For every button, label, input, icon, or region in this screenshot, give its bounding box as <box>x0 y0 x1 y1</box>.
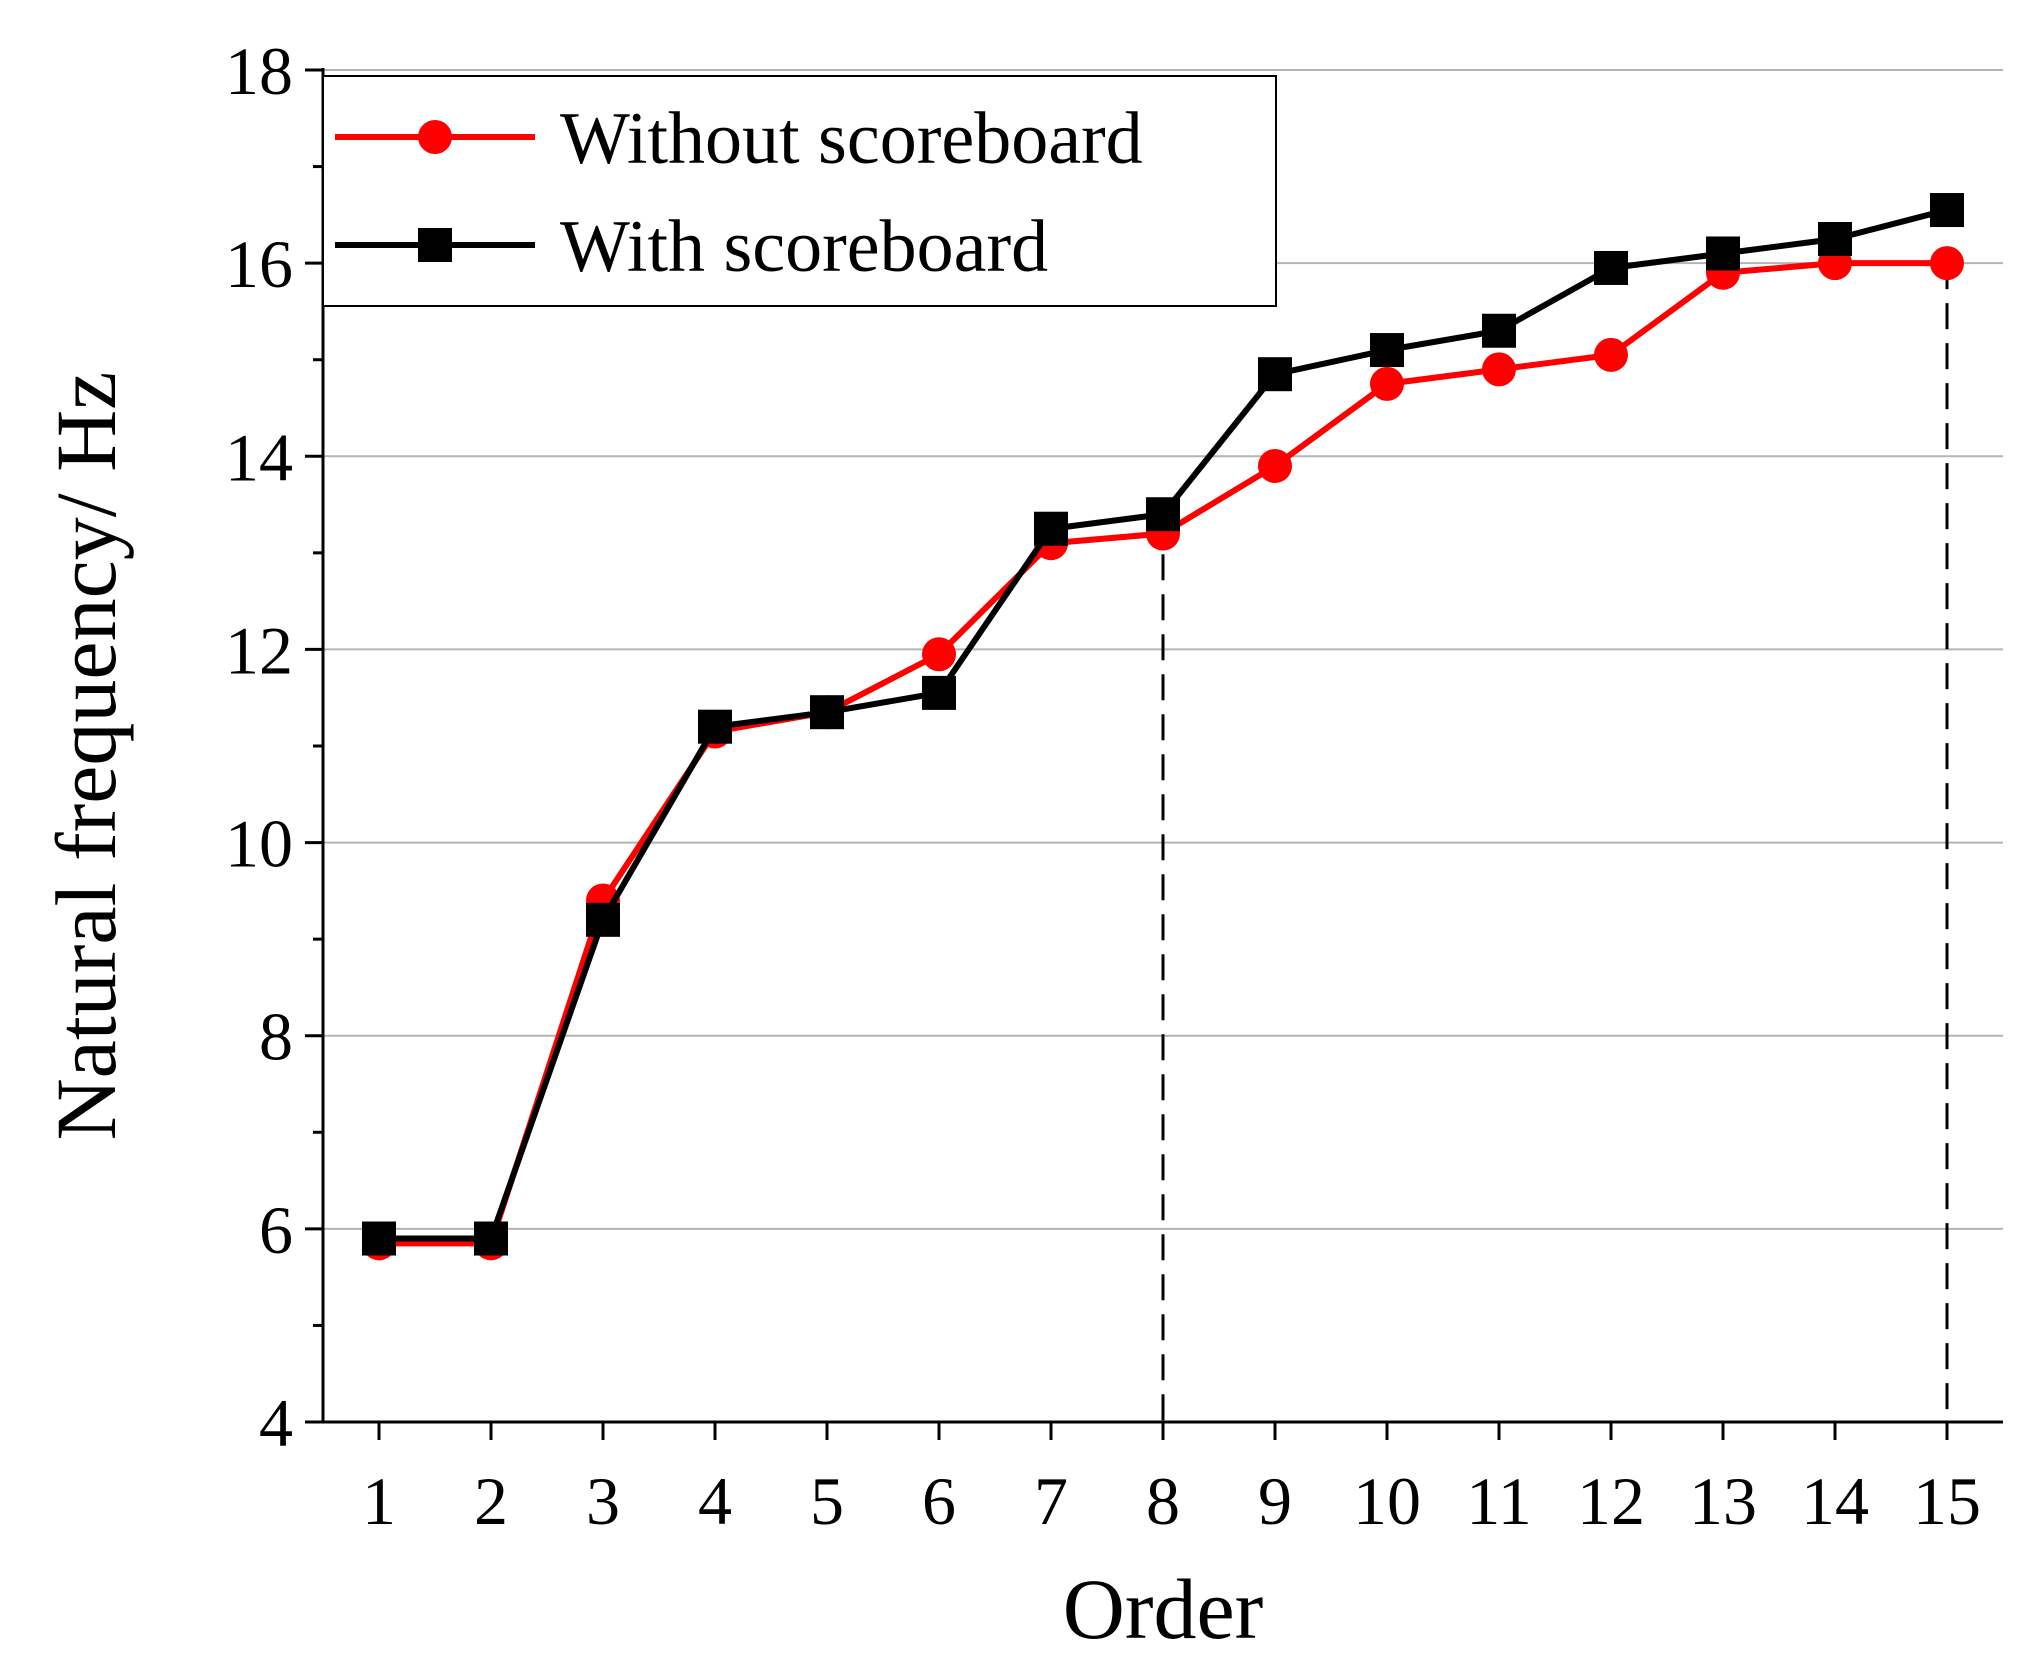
point-0-order-15 <box>1930 246 1964 281</box>
series-without-scoreboard <box>362 246 1964 1261</box>
y-tick-label-14: 14 <box>225 419 293 495</box>
point-1-order-2 <box>474 1221 508 1256</box>
legend: Without scoreboard With scoreboard <box>322 75 1277 307</box>
x-tick-label-15: 15 <box>1913 1463 1981 1539</box>
x-tick-label-6: 6 <box>922 1463 956 1539</box>
point-1-order-7 <box>1034 511 1068 546</box>
point-1-order-14 <box>1818 222 1852 256</box>
y-tick-label-4: 4 <box>259 1385 293 1461</box>
y-axis-title: Natural frequency/ Hz <box>38 372 134 1141</box>
legend-item-without-scoreboard: Without scoreboard <box>335 98 1143 180</box>
legend-marker-without-scoreboard <box>418 120 452 154</box>
x-tick-label-14: 14 <box>1801 1463 1869 1539</box>
legend-label-with-scoreboard: With scoreboard <box>560 206 1048 288</box>
point-1-order-13 <box>1706 236 1740 271</box>
point-1-order-11 <box>1482 313 1516 348</box>
point-1-order-3 <box>586 902 620 937</box>
y-tick-label-6: 6 <box>259 1192 293 1268</box>
x-tick-label-7: 7 <box>1034 1463 1068 1539</box>
x-axis-title: Order <box>1063 1561 1264 1657</box>
x-tick-label-12: 12 <box>1577 1463 1645 1539</box>
x-tick-label-8: 8 <box>1146 1463 1180 1539</box>
point-0-order-10 <box>1370 366 1404 401</box>
x-tick-label-13: 13 <box>1689 1463 1757 1539</box>
x-tick-label-9: 9 <box>1258 1463 1292 1539</box>
legend-box <box>322 75 1277 307</box>
point-1-order-15 <box>1930 193 1964 228</box>
y-tick-label-12: 12 <box>225 612 293 688</box>
series-with-scoreboard <box>362 193 1964 1256</box>
point-0-order-12 <box>1594 337 1628 372</box>
y-tick-label-18: 18 <box>225 33 293 109</box>
legend-item-with-scoreboard: With scoreboard <box>335 206 1048 288</box>
point-0-order-11 <box>1482 352 1516 387</box>
x-tick-label-10: 10 <box>1353 1463 1421 1539</box>
x-tick-label-2: 2 <box>474 1463 508 1539</box>
x-tick-label-3: 3 <box>586 1463 620 1539</box>
legend-label-without-scoreboard: Without scoreboard <box>560 98 1143 180</box>
point-0-order-6 <box>922 637 956 672</box>
x-tick-label-5: 5 <box>810 1463 844 1539</box>
y-tick-label-10: 10 <box>225 806 293 882</box>
point-1-order-8 <box>1146 497 1180 532</box>
x-tick-label-4: 4 <box>698 1463 732 1539</box>
axes <box>305 68 2003 1440</box>
legend-marker-with-scoreboard <box>418 228 452 262</box>
point-1-order-5 <box>810 695 844 730</box>
point-1-order-10 <box>1370 333 1404 368</box>
x-tick-label-1: 1 <box>362 1463 396 1539</box>
point-0-order-9 <box>1258 448 1292 483</box>
point-1-order-4 <box>698 709 732 744</box>
reference-lines <box>1161 263 1949 1422</box>
x-tick-label-11: 11 <box>1466 1463 1531 1539</box>
y-tick-label-16: 16 <box>225 226 293 302</box>
point-1-order-1 <box>362 1221 396 1256</box>
series <box>362 193 1964 1261</box>
point-1-order-6 <box>922 675 956 710</box>
point-1-order-9 <box>1258 357 1292 392</box>
point-1-order-12 <box>1594 250 1628 285</box>
y-tick-label-8: 8 <box>259 999 293 1075</box>
